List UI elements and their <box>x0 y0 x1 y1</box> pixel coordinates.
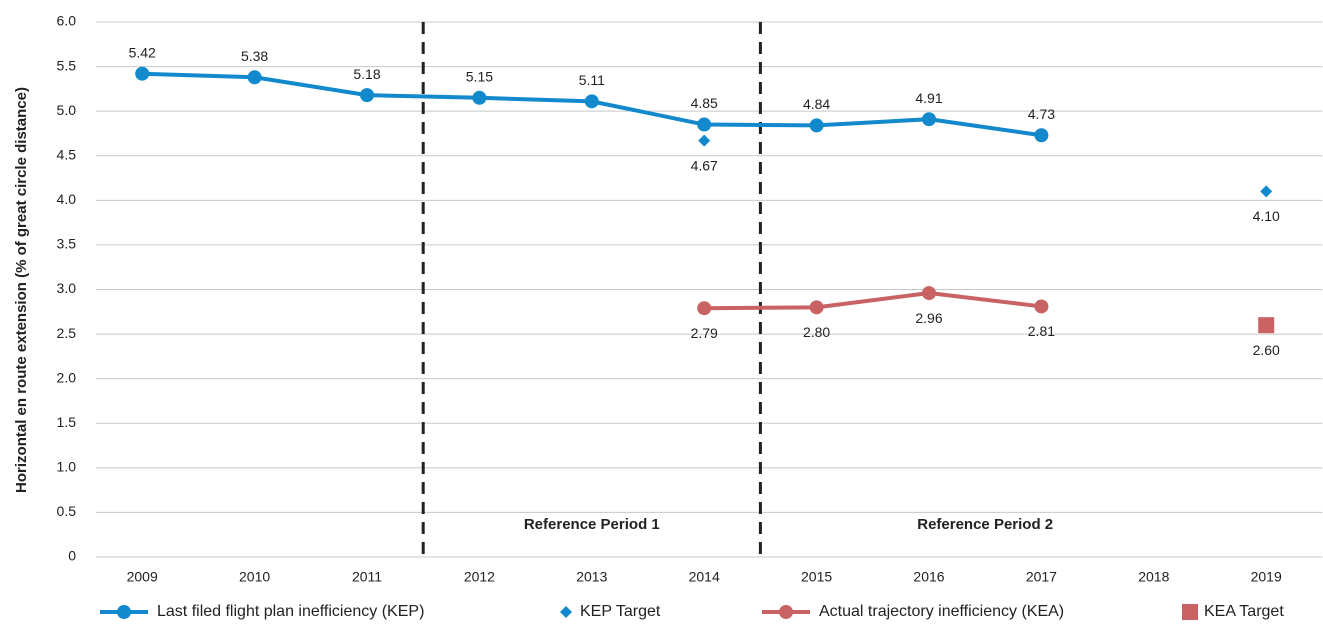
y-tick-label: 2.5 <box>57 325 77 341</box>
x-tick-label: 2013 <box>576 569 607 585</box>
y-tick-label: 5.5 <box>57 57 77 73</box>
y-tick-label: 0 <box>68 548 76 564</box>
x-tick-label: 2010 <box>239 569 270 585</box>
legend-label: KEP Target <box>580 603 661 620</box>
x-tick-label: 2012 <box>464 569 495 585</box>
point <box>472 90 487 105</box>
legend-marker <box>117 605 131 619</box>
y-tick-label: 1.0 <box>57 459 77 475</box>
x-tick-label: 2009 <box>127 569 158 585</box>
point <box>1258 317 1275 334</box>
data-label: 4.84 <box>803 96 830 112</box>
y-axis-label: Horizontal en route extension (% of grea… <box>13 87 30 493</box>
data-label: 4.85 <box>691 95 718 111</box>
data-label: 4.73 <box>1028 106 1055 122</box>
y-tick-label: 4.0 <box>57 191 77 207</box>
point <box>698 134 711 147</box>
legend-marker <box>560 606 572 618</box>
data-label: 4.67 <box>691 157 718 173</box>
point <box>809 118 824 133</box>
annotation: Reference Period 2 <box>917 516 1053 533</box>
legend-label: Last filed flight plan inefficiency (KEP… <box>157 603 424 620</box>
point <box>697 301 712 316</box>
data-label: 2.96 <box>915 310 942 326</box>
y-tick-label: 6.0 <box>57 13 77 29</box>
point <box>1034 128 1049 143</box>
x-tick-label: 2019 <box>1251 569 1282 585</box>
data-label: 5.18 <box>353 66 380 82</box>
point <box>809 300 824 315</box>
point <box>584 94 599 109</box>
point <box>697 117 712 132</box>
series-line <box>704 291 1042 311</box>
data-label: 4.91 <box>915 90 942 106</box>
point <box>922 112 936 127</box>
data-label: 5.38 <box>241 48 268 64</box>
point <box>1034 299 1049 314</box>
point <box>1260 185 1273 198</box>
annotation: Reference Period 1 <box>524 516 660 533</box>
x-tick-label: 2015 <box>801 569 832 585</box>
y-tick-label: 0.5 <box>57 503 77 519</box>
data-label: 4.10 <box>1253 208 1280 224</box>
data-label: 5.11 <box>579 72 605 88</box>
x-tick-label: 2016 <box>913 569 944 585</box>
data-label: 5.15 <box>466 68 493 84</box>
y-tick-label: 2.0 <box>57 369 77 385</box>
y-tick-label: 1.5 <box>57 414 77 430</box>
point <box>135 66 150 81</box>
legend-marker <box>1182 604 1198 620</box>
data-label: 2.80 <box>803 324 830 340</box>
data-label: 5.42 <box>129 44 156 60</box>
x-tick-label: 2011 <box>352 569 382 585</box>
x-tick-label: 2017 <box>1026 569 1057 585</box>
data-label: 2.81 <box>1028 323 1055 339</box>
y-tick-label: 3.5 <box>57 236 77 252</box>
x-tick-label: 2018 <box>1138 569 1169 585</box>
legend-marker <box>779 605 793 619</box>
point <box>360 88 374 103</box>
point <box>247 70 262 85</box>
data-label: 2.79 <box>691 325 718 341</box>
data-label: 2.60 <box>1253 342 1280 358</box>
y-tick-label: 3.0 <box>57 280 77 296</box>
x-tick-label: 2014 <box>689 569 720 585</box>
y-tick-label: 5.0 <box>57 102 77 118</box>
legend-label: KEA Target <box>1204 603 1284 620</box>
legend-label: Actual trajectory inefficiency (KEA) <box>819 603 1064 620</box>
point <box>922 286 936 301</box>
y-tick-label: 4.5 <box>57 146 77 162</box>
